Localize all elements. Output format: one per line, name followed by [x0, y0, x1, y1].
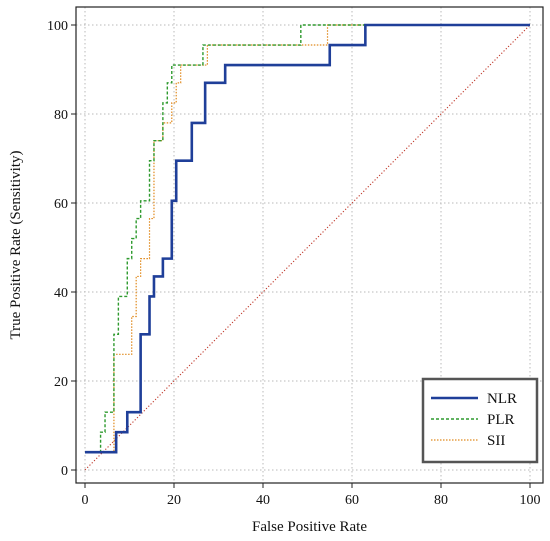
series-lines [84, 23, 531, 471]
y-tick-label: 100 [47, 19, 68, 34]
x-tick-label: 20 [167, 493, 181, 508]
nlr-line [85, 23, 530, 454]
x-tick-label: 80 [434, 493, 448, 508]
legend-items: NLR PLR SII [431, 391, 517, 449]
y-axis-title: True Positive Rate (Sensitivity) [8, 150, 24, 339]
y-tick-label: 80 [54, 108, 68, 123]
x-axis-title: False Positive Rate [252, 519, 367, 535]
legend-box [421, 377, 539, 464]
nlr-legend-label: NLR [487, 391, 517, 407]
plot-frame [75, 6, 544, 484]
x-tick-label: 100 [520, 493, 541, 508]
legend: NLR PLR SII [421, 377, 539, 464]
tick-labels: 0 20 40 60 80 100 0 20 40 60 80 100 [47, 19, 541, 508]
y-tick-label: 60 [54, 197, 68, 212]
sii-line [85, 24, 530, 453]
plr-line [85, 24, 530, 453]
x-tick-label: 0 [82, 493, 89, 508]
y-tick-label: 40 [54, 286, 68, 301]
sii-legend-label: SII [487, 433, 505, 449]
x-tick-label: 40 [256, 493, 270, 508]
y-tick-label: 20 [54, 375, 68, 390]
y-tick-label: 0 [61, 464, 68, 479]
x-tick-label: 60 [345, 493, 359, 508]
reference-diagonal-line [84, 24, 531, 471]
plr-legend-label: PLR [487, 412, 515, 428]
